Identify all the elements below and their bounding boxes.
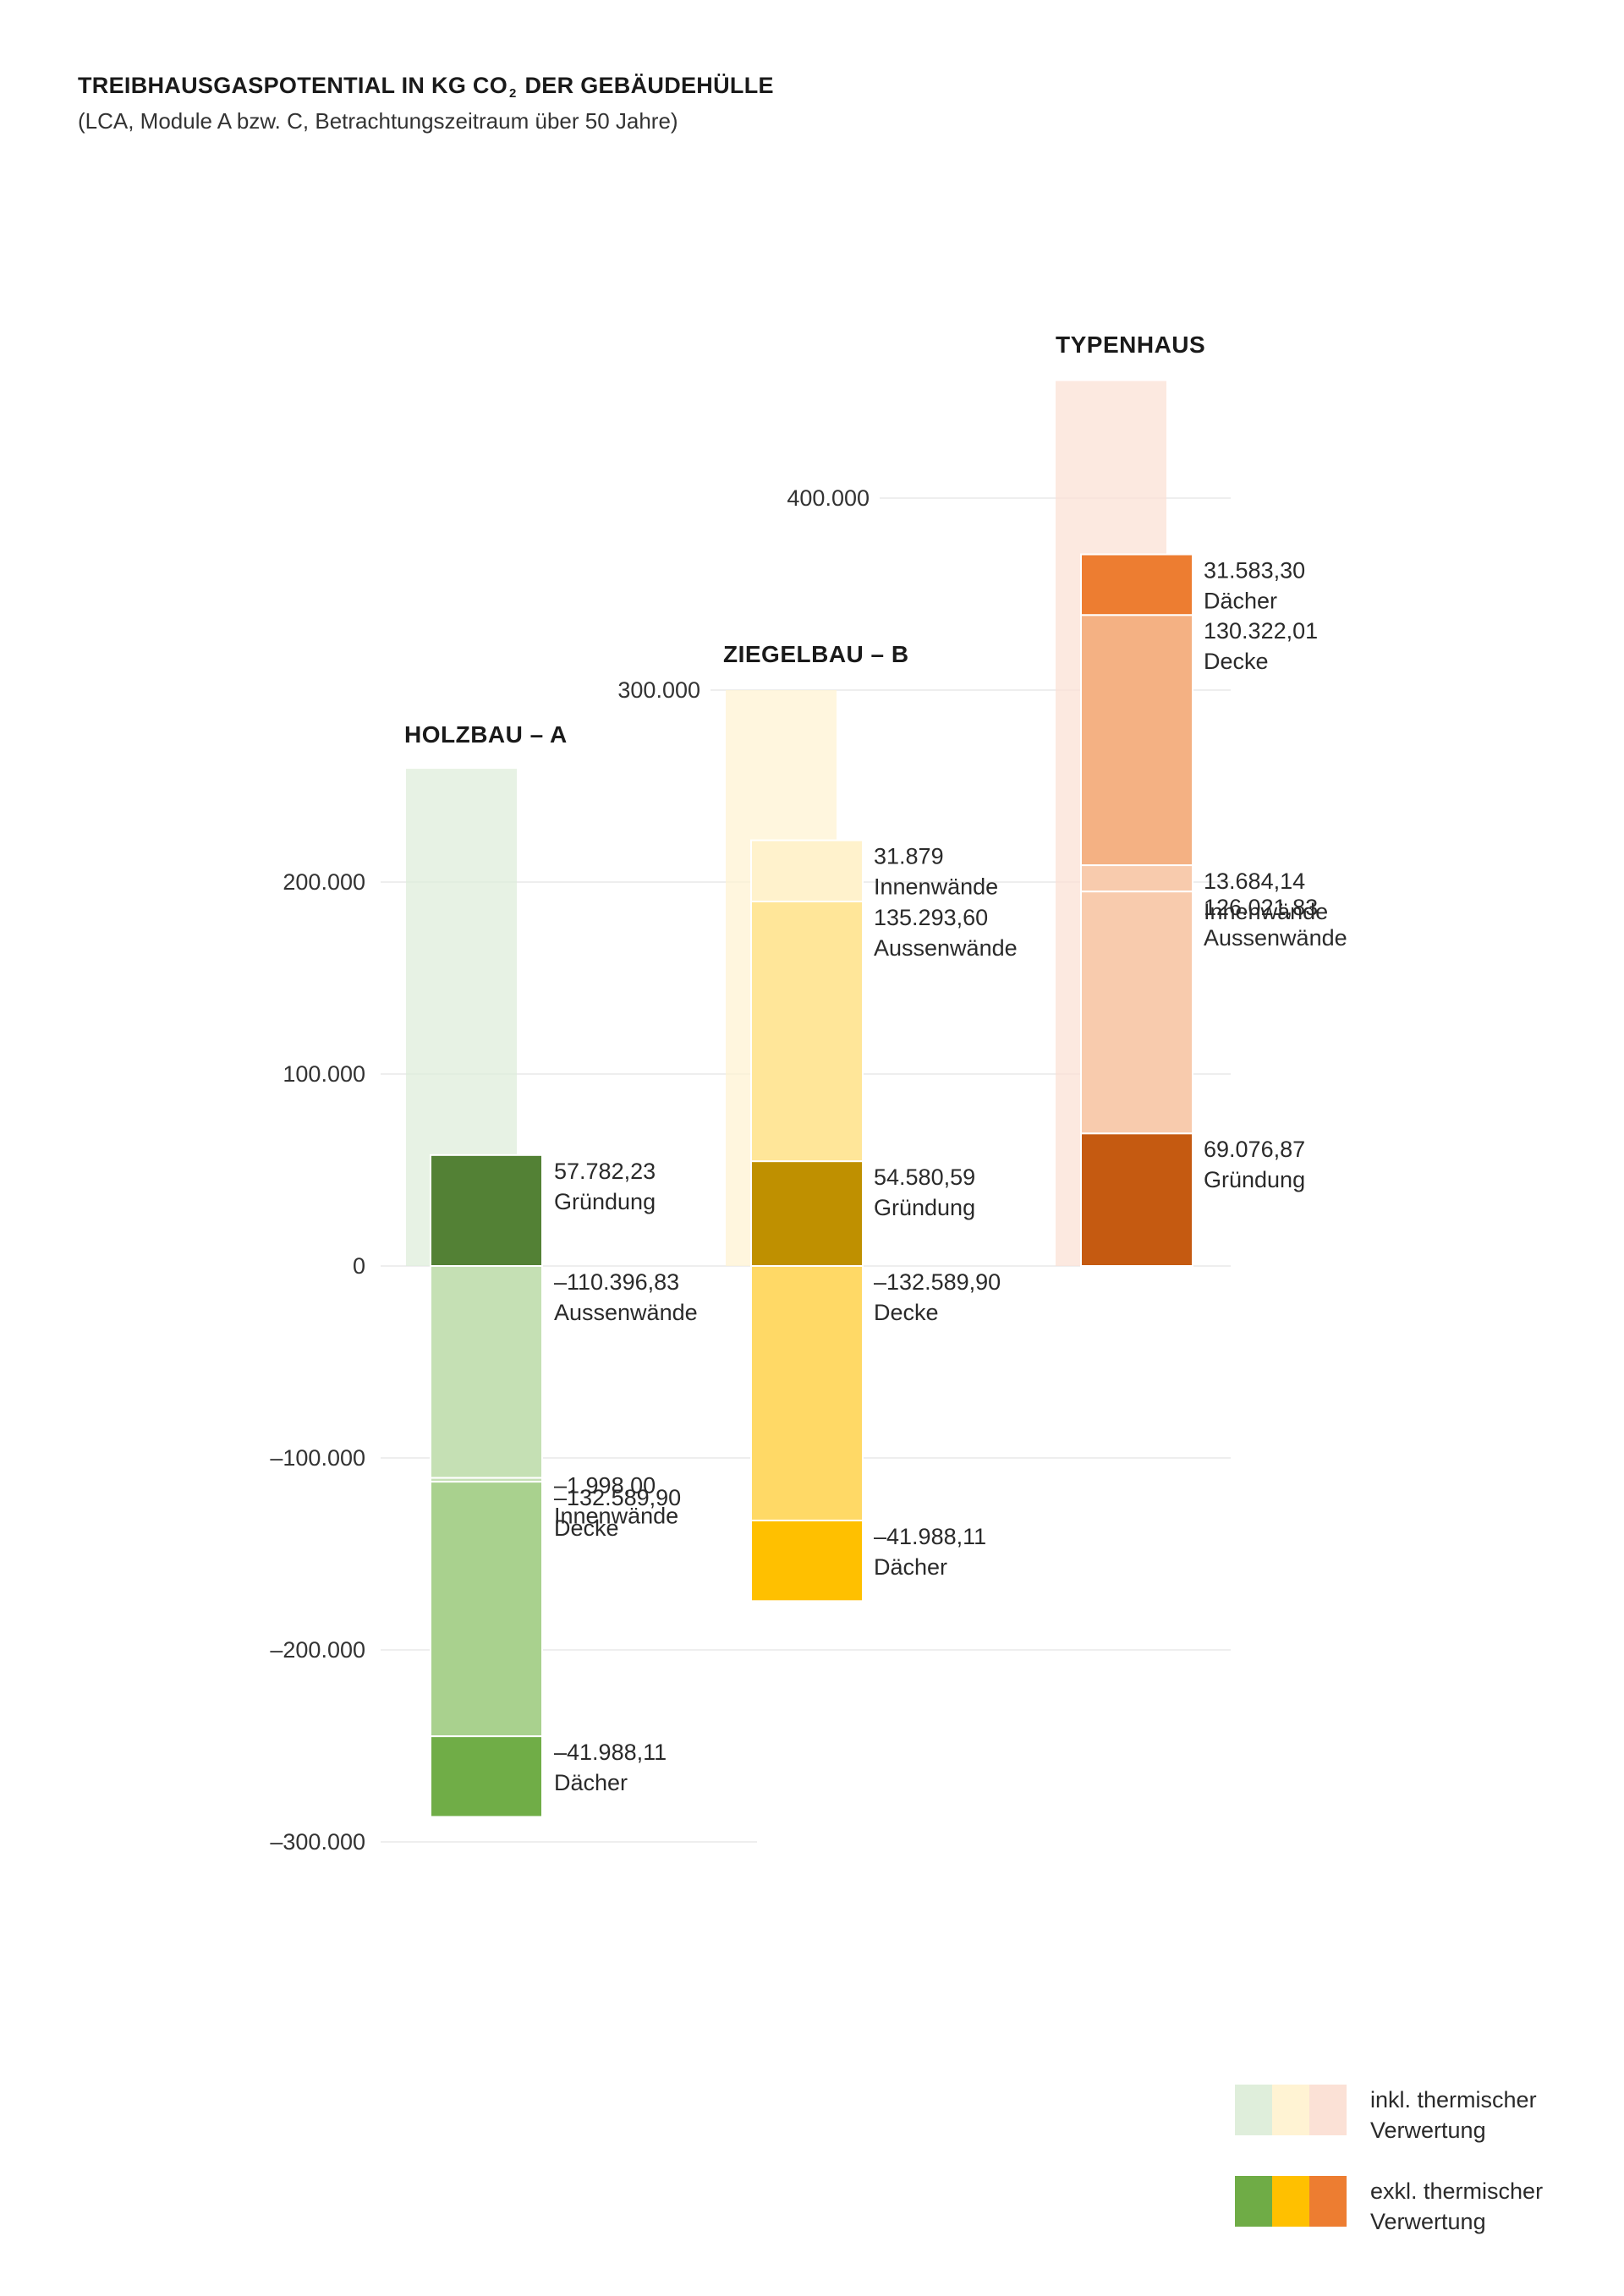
segment-value-label: 13.684,14 xyxy=(1204,869,1305,894)
legend-item-incl: inkl. thermischer Verwertung xyxy=(1235,2085,1607,2161)
bar-segment xyxy=(430,1735,543,1818)
y-tick-label: 400.000 xyxy=(787,485,870,511)
segment-name-label: Decke xyxy=(874,1300,939,1325)
segment-value-label: 69.076,87 xyxy=(1204,1137,1305,1162)
segment-value-label: 57.782,23 xyxy=(554,1159,656,1184)
bar-segment xyxy=(1080,614,1193,867)
bar-segment xyxy=(430,1265,543,1479)
y-tick-label: 200.000 xyxy=(283,869,365,895)
bar-segment xyxy=(430,1153,543,1268)
segment-name-label: Decke xyxy=(554,1515,619,1541)
segment-value-label: 135.293,60 xyxy=(874,905,988,930)
bar-segment xyxy=(1080,553,1193,616)
chart-title: TREIBHAUSGASPOTENTIAL IN KG CO 2 DER GEBÄ… xyxy=(78,73,774,101)
group-heading: TYPENHAUS xyxy=(1056,332,1205,358)
segment-value-label: 31.583,30 xyxy=(1204,558,1305,584)
segment-name-label: Aussenwände xyxy=(554,1300,698,1325)
group-heading: HOLZBAU – A xyxy=(404,721,568,748)
legend-swatch-orange-light xyxy=(1309,2085,1347,2135)
bar-segment xyxy=(750,1519,864,1603)
y-tick-label: 100.000 xyxy=(283,1061,365,1087)
segment-name-label: Dächer xyxy=(1204,589,1277,614)
segment-name-label: Gründung xyxy=(1204,1167,1305,1192)
segment-name-label: Dächer xyxy=(874,1554,947,1580)
legend-label-incl: inkl. thermischer Verwertung xyxy=(1370,2087,1537,2143)
legend-item-excl: exkl. thermischer Verwertung xyxy=(1235,2176,1607,2252)
bar-segment xyxy=(750,1160,864,1267)
bar-segment xyxy=(750,900,864,1163)
legend-swatch-green xyxy=(1235,2176,1272,2227)
segment-value-label: 31.879 xyxy=(874,844,944,869)
bar-segment xyxy=(1080,890,1193,1135)
segment-name-label: Aussenwände xyxy=(874,935,1018,961)
y-tick-label: 0 xyxy=(353,1253,365,1279)
bar-segment xyxy=(430,1481,543,1738)
y-tick-label: –300.000 xyxy=(270,1829,365,1855)
y-tick-label: –200.000 xyxy=(270,1637,365,1663)
segment-name-label: Aussenwände xyxy=(1204,925,1347,951)
segment-name-label: Decke xyxy=(1204,649,1269,674)
legend-swatch-green-light xyxy=(1235,2085,1272,2135)
group-heading: ZIEGELBAU – B xyxy=(723,641,909,667)
bar-segment xyxy=(1080,864,1193,893)
segment-value-label: –132.589,90 xyxy=(554,1485,681,1510)
chart-subtitle: (LCA, Module A bzw. C, Betrachtungszeitr… xyxy=(78,108,678,134)
bar-segment xyxy=(750,839,864,902)
legend-swatch-orange xyxy=(1309,2176,1347,2227)
bar-segment xyxy=(750,1265,864,1521)
segment-value-label: –132.589,90 xyxy=(874,1269,1001,1295)
legend-label-excl: exkl. thermischer Verwertung xyxy=(1370,2178,1544,2234)
y-tick-label: –100.000 xyxy=(270,1445,365,1471)
segment-value-label: 54.580,59 xyxy=(874,1164,975,1190)
segment-value-label: –41.988,11 xyxy=(554,1740,667,1765)
segment-name-label: Dächer xyxy=(554,1770,628,1795)
segment-value-label: 126.021,83 xyxy=(1204,895,1318,920)
segment-value-label: –1.998,00 xyxy=(554,1473,656,1499)
legend-swatch-yellow-light xyxy=(1272,2085,1309,2135)
bar-segment xyxy=(1080,1132,1193,1268)
segment-name-label: Innenwände xyxy=(554,1504,678,1529)
segment-name-label: Gründung xyxy=(554,1189,656,1214)
segment-value-label: –41.988,11 xyxy=(874,1524,986,1549)
segment-name-label: Innenwände xyxy=(1204,899,1328,924)
segment-name-label: Gründung xyxy=(874,1195,975,1220)
y-tick-label: 300.000 xyxy=(617,677,700,703)
segment-value-label: 130.322,01 xyxy=(1204,618,1318,644)
segment-value-label: –110.396,83 xyxy=(554,1269,679,1295)
segment-name-label: Innenwände xyxy=(874,874,998,900)
legend-swatch-yellow xyxy=(1272,2176,1309,2227)
